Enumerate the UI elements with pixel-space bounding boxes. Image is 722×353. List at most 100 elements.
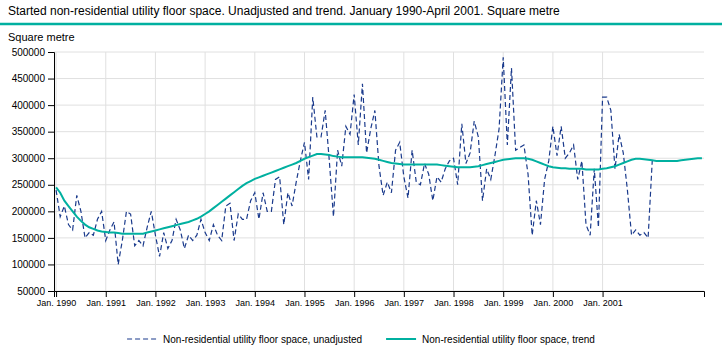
x-tick-label: Jan. 1998	[434, 298, 474, 308]
x-axis: Jan. 1990 Jan. 1991 Jan. 1992 Jan. 1993 Jan.…	[37, 291, 705, 308]
x-tick-label: Jan. 1991	[86, 298, 126, 308]
grid-line-x	[453, 52, 454, 291]
x-tick-mark	[354, 291, 355, 297]
grid-line-x	[254, 52, 255, 291]
legend-label: Non-residential utility floor space, tre…	[422, 334, 595, 345]
grid-line-y	[54, 52, 704, 53]
grid-line-x	[105, 52, 106, 291]
x-tick-mark	[255, 291, 256, 297]
grid-line-x	[56, 52, 57, 291]
x-tick-label: Jan. 1990	[37, 298, 77, 308]
y-axis-line	[48, 53, 55, 292]
x-tick-mark	[553, 291, 554, 297]
x-tick-label: Jan. 1995	[285, 298, 325, 308]
y-tick: 500000	[12, 47, 54, 58]
x-tick: Jan. 1992	[136, 291, 176, 308]
legend-label: Non-residential utility floor space, una…	[163, 334, 362, 345]
y-tick: 400000	[12, 100, 54, 111]
x-tick: Jan. 1996	[335, 291, 375, 308]
grid-line-x	[155, 52, 156, 291]
y-tick-label: 400000	[12, 100, 46, 111]
x-tick: Jan. 1993	[186, 291, 226, 308]
y-tick-label: 500000	[12, 47, 46, 58]
chart-svg: Started non-residential utility floor sp…	[0, 0, 722, 353]
y-tick-mark	[48, 52, 54, 53]
x-tick-mark	[454, 291, 455, 297]
y-tick: 100000	[12, 259, 54, 270]
y-tick-label: 350000	[12, 126, 46, 137]
x-tick-label: Jan. 1999	[484, 298, 524, 308]
lines	[56, 57, 702, 264]
grid-line-x	[552, 52, 553, 291]
chart-container: Started non-residential utility floor sp…	[0, 0, 722, 353]
x-tick-label: Jan. 2001	[583, 298, 623, 308]
x-tick: Jan. 1990	[37, 291, 77, 308]
y-tick: 250000	[12, 179, 54, 190]
grid-line-x	[354, 52, 355, 291]
plot: 50000 100000 150000 200000 250000 300000 35000…	[12, 47, 705, 309]
y-tick: 50000	[17, 286, 54, 297]
y-tick: 150000	[12, 233, 54, 244]
series-line	[56, 154, 702, 234]
x-axis-line	[55, 292, 705, 298]
x-tick: Jan. 1999	[484, 291, 524, 308]
y-tick: 450000	[12, 73, 54, 84]
y-tick-label: 200000	[12, 206, 46, 217]
x-tick-mark	[106, 291, 107, 297]
x-tick-mark	[205, 291, 206, 297]
y-axis: 50000 100000 150000 200000 250000 300000 35000…	[12, 47, 55, 297]
legend-item: Non-residential utility floor space, tre…	[386, 334, 595, 345]
grid-line-y	[54, 105, 704, 106]
title-rule	[0, 23, 722, 26]
grid-line-x	[503, 52, 504, 291]
y-tick-mark	[48, 238, 54, 239]
y-tick-mark	[48, 264, 54, 265]
grid-line-y	[54, 264, 704, 265]
x-tick-label: Jan. 1992	[136, 298, 176, 308]
legend-item: Non-residential utility floor space, una…	[127, 334, 362, 345]
x-tick: Jan. 1991	[86, 291, 126, 308]
title: Started non-residential utility floor sp…	[8, 4, 560, 18]
y-tick: 300000	[12, 153, 54, 164]
y-tick-mark	[48, 291, 54, 292]
x-tick: Jan. 1998	[434, 291, 474, 308]
legend-swatch	[127, 338, 157, 339]
y-tick-mark	[48, 158, 54, 159]
x-tick-mark	[304, 291, 305, 297]
x-tick-label: Jan. 1993	[186, 298, 226, 308]
legend-swatch	[386, 338, 416, 340]
y-tick-mark	[48, 211, 54, 212]
grid	[54, 52, 704, 291]
x-tick-mark	[503, 291, 504, 297]
legend: Non-residential utility floor space, una…	[127, 334, 595, 345]
y-tick-label: 100000	[12, 259, 46, 270]
y-tick-mark	[48, 105, 54, 106]
grid-line-y	[54, 184, 704, 185]
x-tick: Jan. 1994	[236, 291, 276, 308]
x-tick-label: Jan. 1997	[385, 298, 425, 308]
x-tick: Jan. 2000	[534, 291, 574, 308]
grid-line-y	[54, 78, 704, 79]
y-tick-label: 50000	[17, 286, 45, 297]
x-tick-label: Jan. 1996	[335, 298, 375, 308]
grid-line-x	[304, 52, 305, 291]
x-tick-mark	[155, 291, 156, 297]
x-tick: Jan. 1997	[385, 291, 425, 308]
grid-line-x	[205, 52, 206, 291]
y-tick-mark	[48, 132, 54, 133]
y-tick-mark	[48, 79, 54, 80]
y-axis-label: Square metre	[8, 31, 75, 43]
y-tick-label: 450000	[12, 73, 46, 84]
y-tick-label: 150000	[12, 233, 46, 244]
grid-line-y	[54, 131, 704, 132]
x-tick-label: Jan. 2000	[534, 298, 574, 308]
y-tick-label: 300000	[12, 153, 46, 164]
y-tick-mark	[48, 185, 54, 186]
x-tick-label: Jan. 1994	[236, 298, 276, 308]
x-tick: Jan. 2001	[583, 291, 623, 308]
grid-line-x	[602, 52, 603, 291]
y-tick-label: 250000	[12, 179, 46, 190]
x-tick-mark	[56, 291, 57, 297]
x-tick-mark	[404, 291, 405, 297]
grid-line-y	[54, 237, 704, 238]
